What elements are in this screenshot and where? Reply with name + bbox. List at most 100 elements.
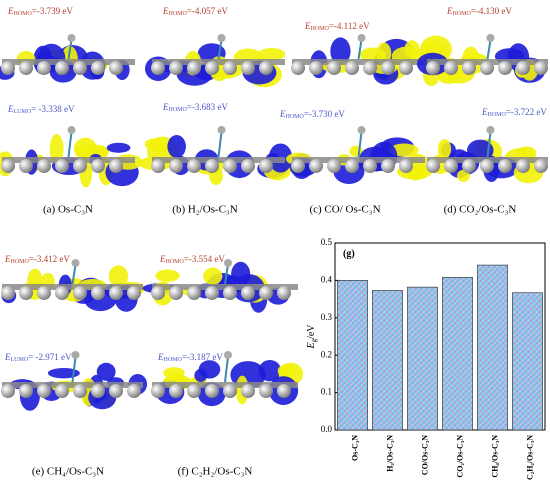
energy-value: = -2.971 eV xyxy=(28,352,72,362)
atom xyxy=(169,286,183,300)
adsorbate-atom xyxy=(357,34,366,42)
y-tick-label: 0.4 xyxy=(321,274,333,284)
y-axis-label: Eg/eV xyxy=(306,324,317,350)
x-tick-label: CO/Os-C₃N xyxy=(420,435,429,475)
y-label-unit: /eV xyxy=(306,324,317,339)
atom xyxy=(399,159,413,173)
y-tick-label: 0.1 xyxy=(321,387,332,397)
atom xyxy=(187,159,201,173)
atom xyxy=(444,61,458,75)
bond xyxy=(357,131,363,158)
energy-value: =-3.730 eV xyxy=(304,109,346,119)
atom xyxy=(241,159,255,173)
energy-value: =-3.739 eV xyxy=(32,6,74,16)
orbital-lobe xyxy=(47,367,80,379)
atom xyxy=(1,159,15,173)
energy-label: EHOMO=-3.730 eV xyxy=(279,109,345,120)
atom xyxy=(1,61,15,75)
atom xyxy=(205,286,219,300)
atom xyxy=(73,384,87,398)
energy-symbol: E xyxy=(279,109,286,119)
energy-subscript: HOMO xyxy=(14,11,33,17)
orbital-images xyxy=(0,34,548,411)
atom xyxy=(205,384,219,398)
bond xyxy=(67,131,73,158)
energy-value: = -3.338 eV xyxy=(31,104,75,114)
atom xyxy=(223,384,237,398)
orbital-lobe xyxy=(194,368,208,383)
panel-caption: (f) C₂H₂/Os-C₃N xyxy=(178,466,253,478)
bond xyxy=(67,39,73,60)
orbital-lobe xyxy=(144,138,167,151)
orbital-lobe xyxy=(404,40,420,59)
atom xyxy=(55,159,69,173)
energy-label: EHOMO=-4.057 eV xyxy=(162,6,228,17)
atom xyxy=(37,286,51,300)
energy-subscript: HOMO xyxy=(166,259,185,265)
atom xyxy=(309,159,323,173)
atom xyxy=(19,384,33,398)
atom xyxy=(169,61,183,75)
slab xyxy=(152,59,285,65)
atom xyxy=(291,61,305,75)
y-tick-label: 0.5 xyxy=(321,237,333,247)
atom xyxy=(241,384,255,398)
adsorbate-atom xyxy=(224,351,232,359)
orbital-lobe xyxy=(203,267,223,285)
atom xyxy=(399,61,413,75)
slab xyxy=(152,284,298,290)
atom xyxy=(259,384,273,398)
atom xyxy=(19,61,33,75)
adsorbate-atom xyxy=(217,126,226,134)
energy-subscript: HOMO xyxy=(11,259,30,265)
energy-value: =-3.187 eV xyxy=(182,352,224,362)
bar-chart: 0.0 0.1 0.2 0.3 0.4 0.5 Eg/eV (g) Os-C₃N H₂/Os-C₃… xyxy=(306,237,546,480)
atom xyxy=(277,286,291,300)
bar xyxy=(442,277,473,431)
adsorbate-atom xyxy=(217,34,226,42)
atom xyxy=(109,286,123,300)
panel-caption: (a) Os-C₃N xyxy=(43,204,93,216)
orbital-lobe xyxy=(437,139,452,159)
bar xyxy=(337,280,368,431)
orbital-lobe xyxy=(330,37,351,66)
atom xyxy=(91,61,105,75)
energy-label: EHOMO=-3.683 eV xyxy=(162,102,228,113)
atom xyxy=(309,61,323,75)
energy-label: EHOMO=-3.722 eV xyxy=(481,107,547,118)
bond xyxy=(224,356,229,383)
atom xyxy=(327,61,341,75)
atom xyxy=(1,286,15,300)
bond xyxy=(357,39,363,60)
atom xyxy=(169,384,183,398)
atom xyxy=(91,384,105,398)
slab xyxy=(292,157,425,163)
adsorbate-atom xyxy=(71,351,80,359)
energy-value: =-3.412 eV xyxy=(29,254,71,264)
energy-symbol: E xyxy=(7,104,14,114)
orbital-lobe xyxy=(49,133,64,164)
energy-symbol: E xyxy=(4,254,11,264)
atom xyxy=(259,286,273,300)
atom xyxy=(109,159,123,173)
bar xyxy=(512,292,543,431)
orbital-lobe xyxy=(167,135,186,158)
energy-subscript: HOMO xyxy=(286,114,305,120)
atom xyxy=(151,61,165,75)
atom xyxy=(91,286,105,300)
slab xyxy=(292,59,425,65)
panel-caption: (d) CO₂/Os-C₃N xyxy=(444,204,517,216)
atom xyxy=(109,61,123,75)
energy-label: EHOMO=-3.739 eV xyxy=(7,6,73,17)
atom xyxy=(55,61,69,75)
bond xyxy=(224,264,229,285)
atom xyxy=(151,384,165,398)
atom xyxy=(169,159,183,173)
orbital-lobe xyxy=(108,265,129,288)
atom xyxy=(127,286,141,300)
bond xyxy=(217,131,223,158)
slab xyxy=(152,157,285,163)
atom xyxy=(205,159,219,173)
atom xyxy=(426,159,440,173)
